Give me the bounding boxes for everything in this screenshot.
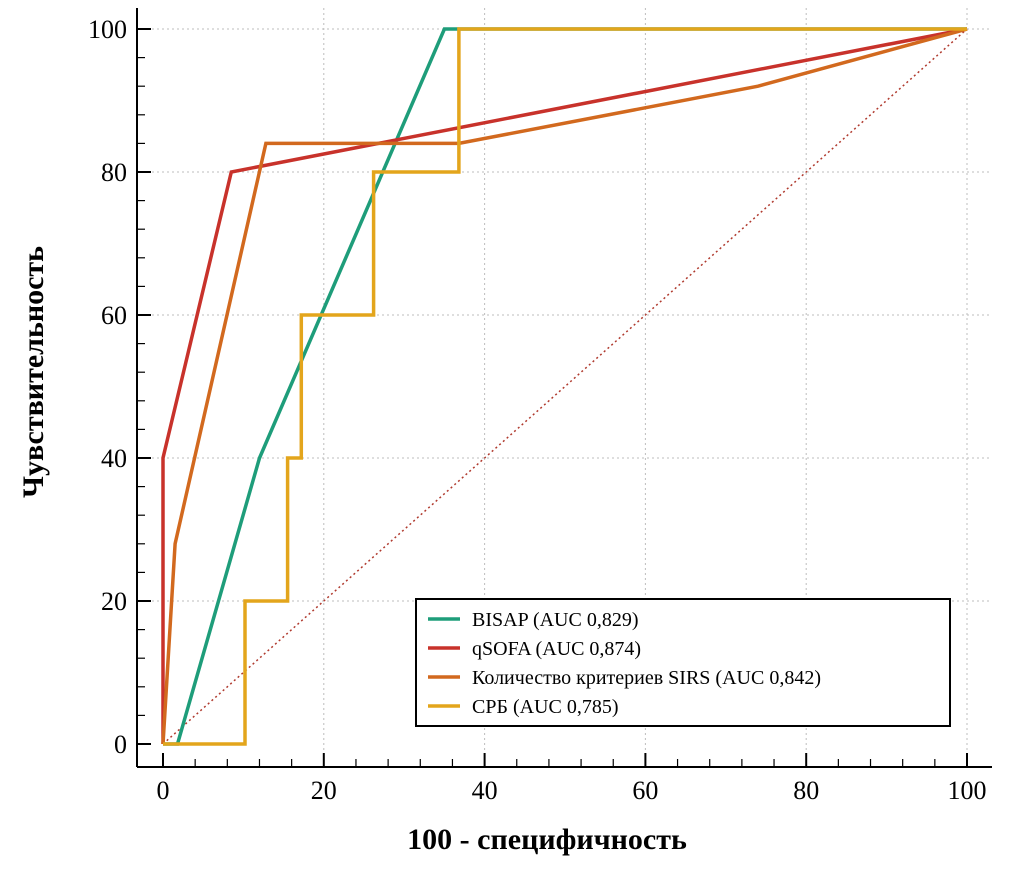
- y-tick-label: 100: [88, 15, 127, 44]
- x-tick-label: 100: [948, 776, 987, 805]
- x-axis-label: 100 - специфичность: [407, 823, 687, 856]
- grid: [137, 8, 992, 767]
- legend-label-1: qSOFA (AUC 0,874): [472, 638, 641, 660]
- series-line-3: [163, 27, 967, 746]
- series-lines: [161, 27, 968, 746]
- y-tick-label: 20: [101, 587, 127, 616]
- y-tick-label: 40: [101, 444, 127, 473]
- legend: BISAP (AUC 0,829) qSOFA (AUC 0,874) Количе…: [415, 598, 951, 727]
- legend-box: [415, 598, 951, 727]
- y-axis-label: Чувствительность: [17, 245, 50, 499]
- legend-label-2: Количество критериев SIRS (AUC 0,842): [472, 667, 821, 689]
- series-line-1: [161, 27, 968, 744]
- legend-label-3: СРБ (AUC 0,785): [472, 696, 619, 718]
- series-line-2: [161, 27, 968, 745]
- reference-diagonal: [162, 28, 968, 745]
- legend-label-0: BISAP (AUC 0,829): [472, 609, 639, 631]
- y-tick-label: 0: [114, 730, 127, 759]
- reference-line: [162, 28, 968, 745]
- y-tick-label: 80: [101, 158, 127, 187]
- x-tick-label: 0: [157, 776, 170, 805]
- x-tick-label: 80: [793, 776, 819, 805]
- x-tick-label: 40: [472, 776, 498, 805]
- x-tick-label: 60: [632, 776, 658, 805]
- x-tick-label: 20: [311, 776, 337, 805]
- axes: 0 20 40 60 80 100 0 20 40 60 80 100: [88, 8, 992, 805]
- y-tick-label: 60: [101, 301, 127, 330]
